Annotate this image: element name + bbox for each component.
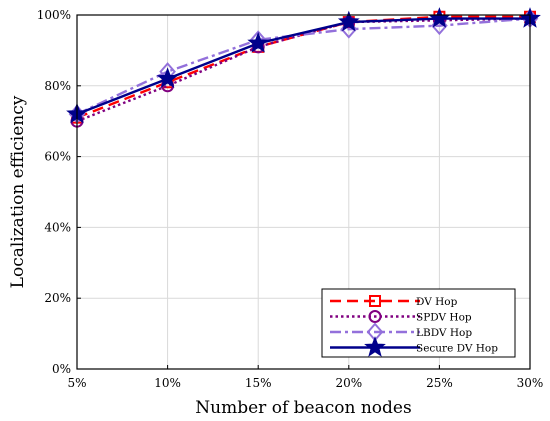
- x-axis-title: Number of beacon nodes: [195, 398, 411, 418]
- x-tick-label: 30%: [517, 376, 544, 390]
- x-tick-label: 15%: [245, 376, 272, 390]
- series-line-spdv-hop: [76, 17, 531, 123]
- data-point-secure-dv-hop: [247, 31, 270, 53]
- legend-label-spdv-hop: SPDV Hop: [416, 312, 472, 324]
- x-tick-label: 10%: [154, 376, 181, 390]
- legend-marker-secure-dv-hop: [364, 336, 386, 357]
- legend-label-lbdv-hop: LBDV Hop: [416, 327, 472, 339]
- data-point-secure-dv-hop: [337, 10, 360, 32]
- y-tick-label: 40%: [44, 220, 71, 234]
- legend: DV Hop SPDV Hop LBDV Hop Secure DV Hop: [321, 288, 516, 358]
- x-tick-label: 20%: [335, 376, 362, 390]
- tick-labels: 5% 10% 15% 20% 25% 30% 0% 20% 40% 60% 80% 100%: [37, 8, 544, 390]
- y-axis-title: Localization efficiency: [8, 95, 28, 288]
- plot-frame: [76, 14, 531, 370]
- legend-item-dv-hop: DV Hop: [330, 295, 458, 308]
- legend-item-secure-dv-hop: Secure DV Hop: [330, 336, 498, 357]
- series-line-lbdv-hop: [76, 17, 531, 116]
- x-tick-label: 25%: [426, 376, 453, 390]
- legend-item-spdv-hop: SPDV Hop: [330, 310, 472, 324]
- legend-marker-spdv-hop: [368, 310, 382, 323]
- y-tick-label: 60%: [44, 150, 71, 164]
- legend-marker-dv-hop: [369, 295, 381, 307]
- series-line-secure-dv-hop: [76, 17, 530, 116]
- y-tick-label: 80%: [44, 79, 71, 93]
- grid: [77, 15, 530, 369]
- y-tick-label: 100%: [37, 8, 71, 22]
- y-tick-label: 0%: [52, 362, 71, 376]
- y-tick-label: 20%: [44, 291, 71, 305]
- x-tick-label: 5%: [67, 376, 86, 390]
- legend-label-dv-hop: DV Hop: [416, 296, 458, 308]
- legend-label-secure-dv-hop: Secure DV Hop: [416, 343, 498, 355]
- data-point-secure-dv-hop: [156, 67, 179, 88]
